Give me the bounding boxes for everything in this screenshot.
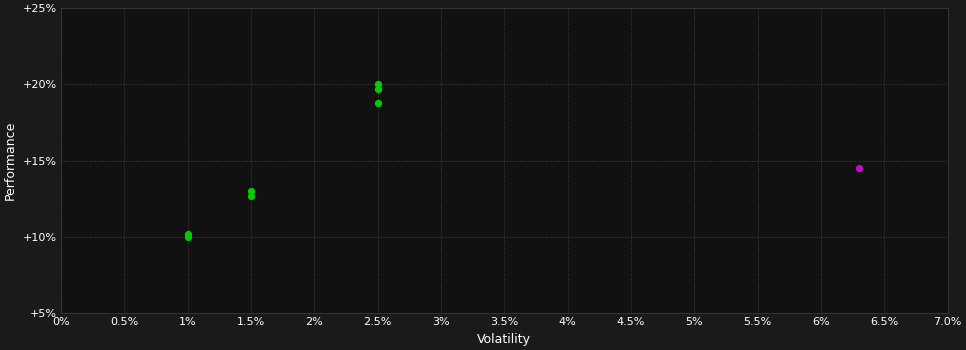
- X-axis label: Volatility: Volatility: [477, 333, 531, 346]
- Point: [370, 82, 385, 87]
- Point: [370, 86, 385, 92]
- Point: [243, 193, 259, 198]
- Y-axis label: Performance: Performance: [4, 121, 17, 200]
- Point: [180, 231, 195, 237]
- Point: [243, 188, 259, 194]
- Point: [851, 166, 867, 171]
- Point: [370, 100, 385, 105]
- Point: [180, 234, 195, 240]
